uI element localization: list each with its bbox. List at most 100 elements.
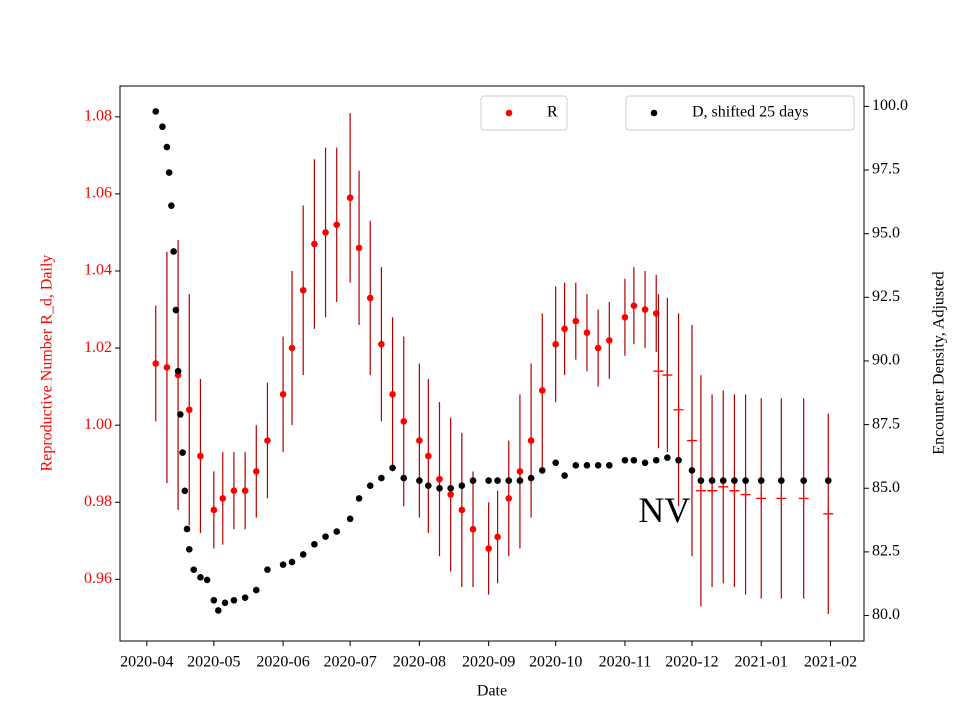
point [252,586,260,594]
point [177,411,184,418]
point [552,459,559,467]
y-tick-label: 0.96 [84,570,112,587]
point [355,244,363,252]
point [572,317,580,325]
legend-box [625,95,855,131]
point [447,491,454,498]
point [538,467,546,474]
point [185,406,193,414]
point [538,387,546,394]
point [719,477,727,484]
point [494,533,501,541]
point [675,456,682,464]
y2-tick-label: 85.0 [872,479,900,496]
point [299,551,307,558]
x-tick-label: 2020-06 [256,654,309,671]
point [527,437,535,444]
point [311,240,318,248]
x-tick-label: 2020-04 [120,654,173,671]
point [230,596,238,604]
point [662,370,673,381]
point [688,467,696,474]
point [572,462,580,469]
point [210,596,218,604]
x-tick-label: 2020-10 [529,654,582,671]
point [742,477,749,484]
y2-tick-label: 100.0 [872,97,908,114]
point [181,487,189,495]
point [264,566,271,574]
point [605,462,613,469]
point [400,418,408,425]
point [436,484,443,492]
legend-label: R [547,104,558,121]
x-tick-label: 2020-09 [462,654,515,671]
point [152,360,160,367]
point [594,462,602,469]
point [366,294,374,302]
point [594,344,602,352]
point [230,487,238,494]
point [299,286,307,294]
point [288,344,296,352]
point [346,515,354,523]
x-tick-label: 2020-07 [323,654,376,671]
x-axis-label: Date [477,683,507,700]
point [605,337,613,344]
plot-frame [119,85,865,642]
x-tick-label: 2020-05 [187,654,240,671]
point [378,474,385,482]
y-tick-label: 0.98 [84,493,112,510]
point [729,485,740,496]
point [168,202,175,209]
point [776,493,787,504]
point [416,477,423,484]
x-tick-label: 2020-08 [393,654,446,671]
point [485,545,492,552]
annotation: NV [638,490,690,530]
point [400,474,408,482]
point [505,495,513,502]
point [458,482,466,490]
point [190,566,198,574]
point [664,454,671,461]
y2-axis-label: Encounter Density, Adjusted [931,271,948,454]
point [561,325,568,333]
point [279,391,287,398]
point [798,493,809,504]
y2-tick-label: 90.0 [872,352,900,369]
point [686,435,697,446]
point [469,477,477,484]
point [697,477,705,484]
point [731,477,738,484]
point [163,143,171,151]
y-tick-label: 1.04 [84,262,112,279]
point [447,484,454,492]
x-tick-label: 2021-01 [735,654,788,671]
point [355,495,363,502]
point [185,546,193,553]
point [219,495,227,502]
point [516,468,524,475]
point [652,456,660,464]
point [561,472,568,479]
point [163,364,171,371]
point [469,525,477,533]
point [366,482,374,490]
point [707,485,718,496]
point [485,477,492,484]
point [264,437,271,444]
point [630,456,638,464]
point [311,540,318,548]
point [333,528,341,535]
point [159,123,166,131]
point [197,574,204,581]
legend-marker [650,109,658,117]
point [203,576,211,584]
point [183,525,191,533]
y2-tick-label: 87.5 [872,415,900,432]
point [641,459,649,467]
legend-label: D, shifted 25 days [692,104,808,121]
point [215,607,222,614]
